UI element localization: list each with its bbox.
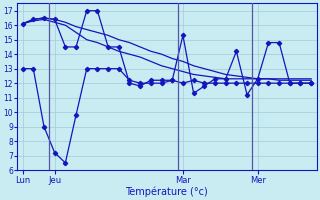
X-axis label: Température (°c): Température (°c) <box>125 186 208 197</box>
